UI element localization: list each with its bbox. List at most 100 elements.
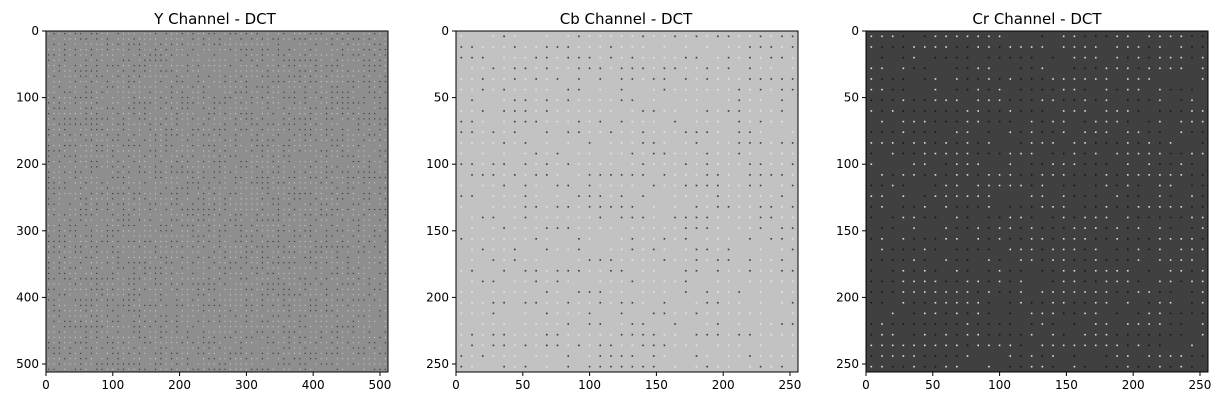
dct-coefficient-dot	[80, 129, 82, 131]
dct-coefficient-dot	[48, 262, 50, 264]
dct-coefficient-dot	[977, 88, 980, 91]
dct-coefficient-dot	[546, 131, 548, 134]
dct-coefficient-dot	[85, 315, 87, 317]
dct-coefficient-dot	[261, 145, 263, 147]
dct-coefficient-dot	[283, 272, 285, 274]
dct-coefficient-dot	[213, 358, 215, 360]
dct-coefficient-dot	[384, 176, 386, 179]
dct-coefficient-dot	[791, 301, 794, 304]
dct-coefficient-dot	[245, 256, 247, 258]
dct-coefficient-dot	[304, 272, 306, 274]
dct-coefficient-dot	[749, 269, 751, 272]
dct-coefficient-dot	[717, 259, 719, 261]
dct-coefficient-dot	[90, 118, 92, 120]
dct-coefficient-dot	[1052, 78, 1054, 80]
dct-coefficient-dot	[229, 358, 231, 360]
dct-coefficient-dot	[652, 227, 655, 229]
dct-coefficient-dot	[245, 187, 247, 189]
dct-coefficient-dot	[471, 280, 473, 283]
dct-coefficient-dot	[966, 120, 969, 123]
dct-coefficient-dot	[299, 219, 301, 221]
dct-coefficient-dot	[891, 216, 894, 219]
dct-coefficient-dot	[599, 99, 602, 102]
dct-coefficient-dot	[101, 59, 103, 61]
dct-coefficient-dot	[138, 310, 141, 312]
dct-coefficient-dot	[229, 326, 231, 328]
dct-coefficient-dot	[1191, 227, 1193, 229]
dct-coefficient-dot	[240, 283, 242, 285]
dct-coefficient-dot	[567, 99, 570, 102]
dct-coefficient-dot	[384, 219, 386, 221]
dct-coefficient-dot	[304, 240, 306, 243]
dct-coefficient-dot	[945, 120, 947, 123]
dct-coefficient-dot	[256, 123, 258, 125]
dct-coefficient-dot	[85, 187, 87, 189]
dct-coefficient-dot	[988, 323, 990, 325]
dct-coefficient-dot	[358, 145, 360, 147]
dct-coefficient-dot	[368, 315, 370, 317]
dct-coefficient-dot	[620, 46, 623, 48]
dct-coefficient-dot	[336, 203, 338, 205]
dct-coefficient-dot	[384, 182, 386, 184]
dct-coefficient-dot	[1180, 259, 1183, 261]
dct-coefficient-dot	[358, 224, 360, 227]
dct-coefficient-dot	[727, 174, 730, 176]
dct-coefficient-dot	[187, 267, 189, 269]
dct-coefficient-dot	[956, 238, 958, 240]
dct-coefficient-dot	[299, 251, 301, 253]
dct-coefficient-dot	[535, 184, 537, 187]
dct-coefficient-dot	[1052, 238, 1054, 240]
dct-coefficient-dot	[213, 246, 215, 248]
dct-coefficient-dot	[934, 280, 937, 283]
dct-coefficient-dot	[315, 336, 317, 338]
dct-coefficient-dot	[326, 107, 328, 109]
dct-coefficient-dot	[513, 110, 516, 112]
dct-coefficient-dot	[1041, 131, 1044, 134]
dct-coefficient-dot	[320, 267, 322, 269]
dct-coefficient-dot	[144, 160, 146, 163]
dct-coefficient-dot	[272, 123, 274, 125]
dct-coefficient-dot	[320, 81, 322, 83]
dct-coefficient-dot	[320, 214, 322, 216]
dct-coefficient-dot	[245, 150, 247, 152]
dct-coefficient-dot	[240, 347, 242, 349]
dct-coefficient-dot	[58, 256, 60, 258]
dct-coefficient-dot	[1009, 269, 1012, 272]
dct-coefficient-dot	[791, 67, 794, 70]
dct-coefficient-dot	[460, 78, 463, 80]
dct-coefficient-dot	[277, 54, 279, 56]
dct-coefficient-dot	[460, 142, 463, 144]
dct-coefficient-dot	[256, 219, 258, 221]
dct-coefficient-dot	[870, 291, 873, 293]
dct-coefficient-dot	[165, 176, 167, 179]
dct-coefficient-dot	[106, 198, 108, 200]
dct-coefficient-dot	[74, 342, 76, 344]
dct-coefficient-dot	[1201, 216, 1204, 219]
dct-coefficient-dot	[96, 134, 98, 136]
dct-coefficient-dot	[347, 246, 349, 248]
dct-coefficient-dot	[358, 107, 360, 109]
dct-coefficient-dot	[277, 272, 279, 274]
dct-coefficient-dot	[224, 363, 226, 365]
dct-coefficient-dot	[966, 206, 969, 208]
dct-coefficient-dot	[122, 214, 125, 216]
dct-coefficient-dot	[203, 150, 205, 152]
dct-coefficient-dot	[717, 291, 719, 293]
dct-coefficient-dot	[261, 70, 263, 72]
dct-coefficient-dot	[923, 110, 926, 112]
dct-coefficient-dot	[48, 160, 50, 163]
dct-coefficient-dot	[53, 278, 55, 280]
dct-coefficient-dot	[117, 113, 119, 115]
dct-coefficient-dot	[106, 33, 108, 35]
dct-coefficient-dot	[945, 46, 947, 48]
dct-coefficient-dot	[176, 251, 178, 253]
dct-coefficient-dot	[133, 203, 135, 205]
dct-coefficient-dot	[331, 262, 333, 264]
dct-coefficient-dot	[1084, 163, 1086, 165]
dct-coefficient-dot	[272, 283, 274, 285]
dct-coefficient-dot	[112, 145, 114, 147]
dct-coefficient-dot	[588, 142, 591, 144]
dct-coefficient-dot	[229, 224, 231, 227]
dct-coefficient-dot	[1073, 174, 1076, 176]
dct-coefficient-dot	[53, 368, 55, 370]
